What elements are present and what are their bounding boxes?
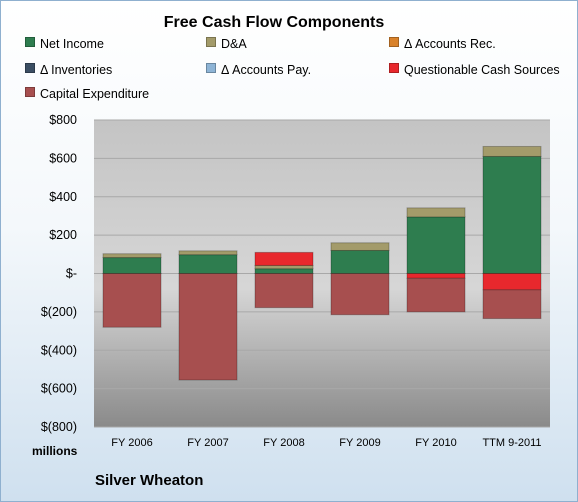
- company-name: Silver Wheaton: [95, 472, 204, 489]
- legend-item-da: D&A: [206, 37, 247, 51]
- y-tick-label: $800: [49, 113, 77, 127]
- bar-segment: [254, 273, 314, 309]
- y-tick-label: $600: [49, 151, 77, 165]
- x-tick-label: TTM 9-2011: [482, 437, 541, 449]
- legend-item-net-income: Net Income: [25, 37, 104, 51]
- legend-item-accounts-rec: Δ Accounts Rec.: [389, 37, 496, 51]
- legend-swatch: [206, 63, 216, 73]
- legend-item-questionable-cash: Questionable Cash Sources: [389, 63, 560, 77]
- legend-swatch: [25, 87, 35, 97]
- y-tick-label: $200: [49, 228, 77, 242]
- y-tick-label: $(600): [41, 382, 77, 396]
- bar-segment: [254, 251, 314, 266]
- bar-segment: [102, 273, 162, 328]
- legend-swatch: [389, 63, 399, 73]
- y-tick-label: $400: [49, 190, 77, 204]
- bar-segment: [406, 216, 466, 275]
- bar-segment: [102, 253, 162, 259]
- legend-item-capex: Capital Expenditure: [25, 87, 149, 101]
- bar-segment: [330, 249, 390, 275]
- legend-swatch: [389, 37, 399, 47]
- y-tick-label: $(200): [41, 305, 77, 319]
- bar-segment: [406, 277, 466, 313]
- x-tick-label: FY 2006: [111, 437, 152, 449]
- y-tick-label: $(800): [41, 420, 77, 434]
- bar-segment: [406, 207, 466, 218]
- bar-segment: [482, 145, 542, 157]
- bar-segment: [482, 273, 542, 291]
- legend-item-accounts-pay: Δ Accounts Pay.: [206, 63, 311, 77]
- bar-segment: [482, 155, 542, 274]
- bar-segment: [178, 254, 238, 274]
- bar-segment: [254, 268, 314, 274]
- units-label: millions: [32, 444, 78, 458]
- x-tick-label: FY 2007: [187, 437, 228, 449]
- legend: Net Income D&A Δ Accounts Rec. Δ Invento…: [0, 0, 578, 110]
- chart-title: Free Cash Flow Components: [163, 14, 385, 31]
- x-tick-label: FY 2008: [263, 437, 304, 449]
- bar-segment: [330, 242, 390, 251]
- legend-swatch: [25, 37, 35, 47]
- legend-swatch: [25, 63, 35, 73]
- x-tick-label: FY 2009: [339, 437, 380, 449]
- legend-item-inventories: Δ Inventories: [25, 63, 112, 77]
- bar-segment: [102, 257, 162, 274]
- bar-segment: [178, 273, 238, 381]
- bar-segment: [406, 273, 466, 279]
- bar-segment: [330, 273, 390, 316]
- y-tick-label: $-: [66, 267, 77, 281]
- bar-segment: [482, 289, 542, 320]
- bar-segment: [178, 250, 238, 256]
- legend-swatch: [206, 37, 216, 47]
- x-tick-label: FY 2010: [415, 437, 456, 449]
- y-tick-label: $(400): [41, 343, 77, 357]
